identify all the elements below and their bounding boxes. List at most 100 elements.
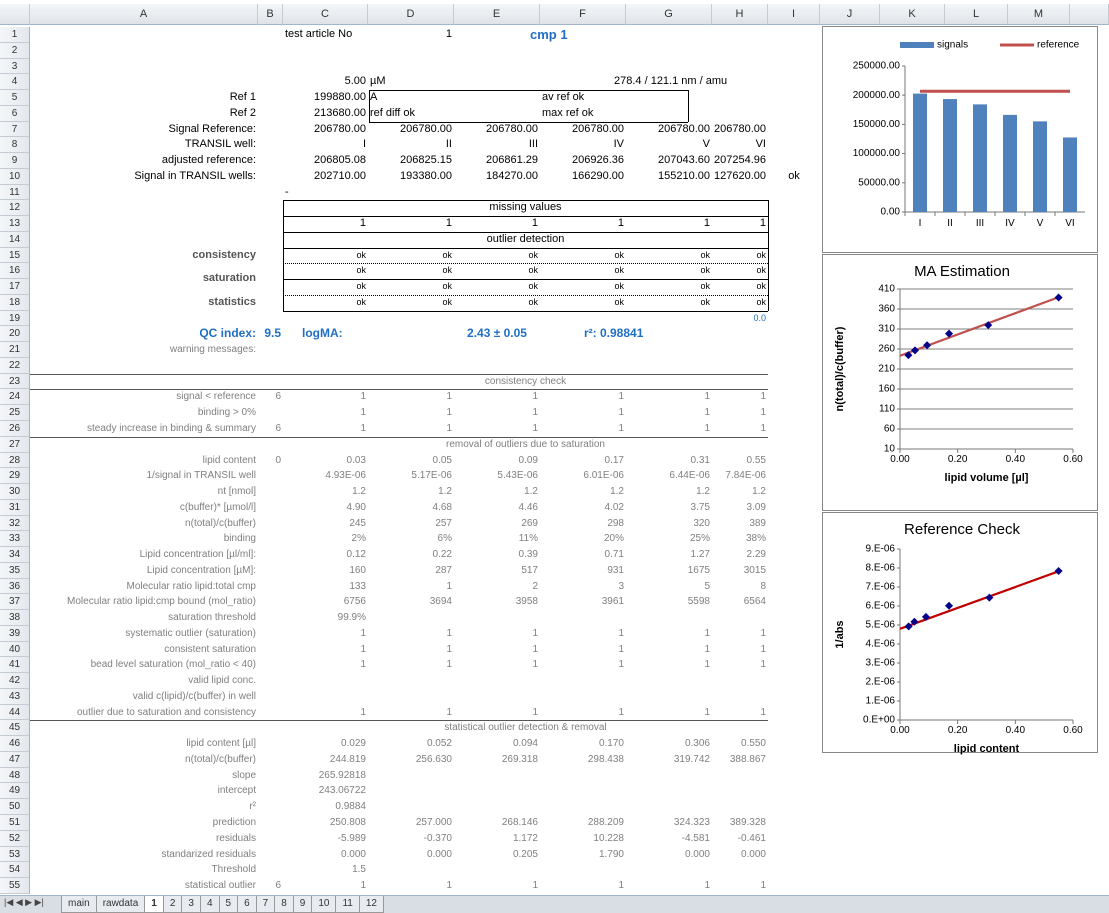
cell[interactable]: 206780.00	[714, 122, 766, 135]
cell[interactable]: 1	[446, 627, 452, 639]
cell[interactable]: 160	[349, 564, 366, 576]
cell[interactable]: III	[528, 138, 538, 151]
cell[interactable]: 389	[749, 517, 766, 529]
cell[interactable]: VI	[755, 138, 766, 151]
cell[interactable]: removal of outliers due to saturation	[446, 438, 605, 450]
cell[interactable]: 1	[532, 706, 538, 718]
cell[interactable]: 1	[445, 28, 452, 40]
cell[interactable]: Lipid concentration [µl/ml]:	[139, 549, 256, 561]
cell[interactable]: 206780.00	[572, 122, 624, 135]
cell[interactable]: ok	[356, 265, 366, 276]
cell[interactable]: 206780.00	[486, 122, 538, 135]
column-header[interactable]: M	[1008, 4, 1070, 25]
cell[interactable]: 3015	[743, 564, 766, 576]
cell[interactable]: 1	[760, 391, 766, 403]
cell[interactable]: valid c(lipid)/c(buffer) in well	[132, 690, 256, 702]
cell[interactable]: 206780.00	[400, 122, 452, 135]
cell[interactable]: logMA:	[302, 326, 343, 341]
cell[interactable]: 1	[760, 407, 766, 419]
cell[interactable]: ok	[756, 281, 766, 292]
cell[interactable]: 0.55	[746, 454, 766, 466]
cell[interactable]: warning messages:	[169, 344, 256, 356]
cell[interactable]: ok	[700, 296, 710, 307]
cell[interactable]: 213680.00	[314, 106, 366, 119]
row-number[interactable]: 50	[0, 799, 30, 815]
cell[interactable]: 0.31	[690, 454, 710, 466]
cell[interactable]: 8	[760, 580, 766, 592]
cell[interactable]: 517	[521, 564, 538, 576]
cell[interactable]: Ref 1	[229, 91, 256, 104]
column-header[interactable]: E	[454, 4, 540, 25]
cell[interactable]: 3958	[515, 596, 538, 608]
cell[interactable]: 0.306	[684, 738, 710, 750]
cell[interactable]: 184270.00	[486, 169, 538, 182]
sheet-tab[interactable]: 11	[335, 896, 360, 913]
cell[interactable]: 0.12	[346, 549, 366, 561]
row-number[interactable]: 27	[0, 436, 30, 453]
cell[interactable]: 1	[360, 643, 366, 655]
cell[interactable]: 3.09	[746, 501, 766, 513]
row-number[interactable]: 22	[0, 357, 30, 374]
row-number[interactable]: 17	[0, 279, 30, 295]
cell[interactable]: QC index:	[199, 326, 256, 341]
cell[interactable]: statistical outlier detection & removal	[444, 722, 607, 734]
cell[interactable]: Signal in TRANSIL wells:	[134, 169, 256, 182]
column-header[interactable]: C	[283, 4, 368, 25]
sheet-tab[interactable]: 6	[237, 896, 257, 913]
cell[interactable]: statistical outlier	[184, 880, 256, 892]
cell[interactable]: 2.43 ± 0.05	[467, 326, 527, 341]
cell[interactable]: 1.2	[610, 486, 624, 498]
cell[interactable]: ok	[528, 281, 538, 292]
row-number[interactable]: 10	[0, 168, 30, 185]
row-number[interactable]: 32	[0, 515, 30, 532]
column-header[interactable]: I	[768, 4, 820, 25]
row-number[interactable]: 3	[0, 58, 30, 75]
cell[interactable]: ok	[614, 265, 624, 276]
cell[interactable]: ok	[528, 265, 538, 276]
cell[interactable]: 206926.36	[572, 154, 624, 167]
cell[interactable]: 1	[532, 627, 538, 639]
row-number[interactable]: 44	[0, 704, 30, 721]
cell[interactable]: 1	[446, 880, 452, 892]
sheet-tab[interactable]: 7	[255, 896, 276, 913]
cell[interactable]: ok	[756, 249, 766, 260]
cell[interactable]: 319.742	[673, 753, 710, 765]
cell[interactable]: 1	[760, 880, 766, 892]
cell[interactable]: 38%	[745, 533, 766, 545]
cell[interactable]: 0.09	[518, 454, 538, 466]
row-number[interactable]: 37	[0, 594, 30, 611]
cell[interactable]: 1	[704, 706, 710, 718]
cell[interactable]: 0.000	[426, 848, 452, 860]
cell[interactable]: 1	[618, 880, 624, 892]
cell[interactable]: steady increase in binding & summary	[87, 423, 256, 434]
cell[interactable]: 0.71	[604, 549, 624, 561]
cell[interactable]: ref diff ok	[370, 106, 416, 119]
cell[interactable]: 5.43E-06	[497, 470, 538, 482]
column-header[interactable]: F	[540, 4, 626, 25]
sheet-tab[interactable]: 9	[292, 896, 313, 913]
cell[interactable]: ok	[700, 249, 710, 260]
row-number[interactable]: 40	[0, 641, 30, 658]
row-number[interactable]: 28	[0, 452, 30, 469]
cell[interactable]: 1.172	[512, 832, 538, 844]
cell[interactable]: 1	[532, 407, 538, 419]
cell[interactable]: 6.44E-06	[669, 470, 710, 482]
cell[interactable]: 1	[760, 706, 766, 718]
cell[interactable]: 5598	[687, 596, 710, 608]
cell[interactable]: prediction	[212, 817, 256, 828]
row-number[interactable]: 11	[0, 184, 30, 201]
cell[interactable]: 1	[360, 407, 366, 419]
cell[interactable]: 1	[704, 391, 710, 403]
cell[interactable]: 1	[704, 407, 710, 419]
cell[interactable]: 268.146	[501, 817, 538, 828]
row-number[interactable]: 25	[0, 405, 30, 421]
cell[interactable]: 6756	[343, 596, 366, 608]
row-number[interactable]: 51	[0, 815, 30, 831]
cell[interactable]: 166290.00	[572, 169, 624, 182]
cell[interactable]: bead level saturation (mol_ratio < 40)	[90, 659, 256, 671]
row-number[interactable]: 38	[0, 610, 30, 626]
cell[interactable]: 1	[360, 880, 366, 892]
cell[interactable]: 1	[446, 580, 452, 592]
cell[interactable]: standarized residuals	[161, 848, 257, 860]
cell[interactable]: 11%	[518, 533, 538, 545]
